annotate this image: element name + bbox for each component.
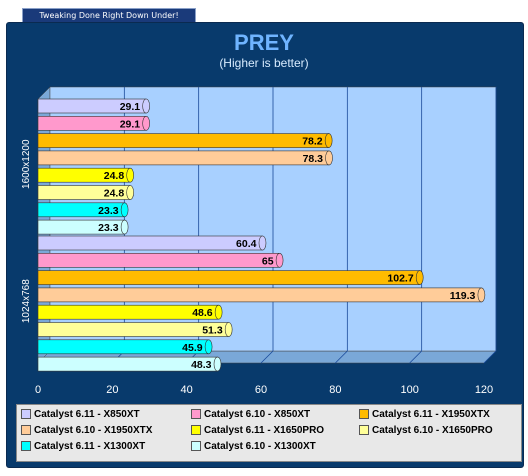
bar-value-label: 29.1 bbox=[120, 118, 141, 130]
gridline-floor bbox=[483, 350, 497, 364]
bar-value-label: 24.8 bbox=[104, 170, 125, 182]
bar-cap bbox=[120, 202, 129, 218]
legend-swatch bbox=[21, 425, 31, 436]
legend-label: Catalyst 6.11 - X850XT bbox=[34, 409, 140, 420]
bar-cap bbox=[120, 219, 129, 235]
bar-value-label: 78.2 bbox=[302, 136, 323, 148]
legend-label: Catalyst 6.10 - X1650PRO bbox=[372, 425, 493, 436]
legend-label: Catalyst 6.11 - X1950XTX bbox=[372, 409, 490, 420]
bar-value-label: 60.4 bbox=[236, 238, 257, 250]
bar-cap bbox=[126, 167, 134, 183]
bar-cap bbox=[142, 116, 150, 131]
bar-cap bbox=[224, 322, 233, 337]
gridline-floor bbox=[335, 350, 348, 364]
bar-value-label: 24.8 bbox=[104, 188, 125, 200]
bar-value-label: 23.3 bbox=[98, 222, 119, 234]
legend: Catalyst 6.11 - X850XT Catalyst 6.10 - X8… bbox=[16, 404, 522, 462]
bar-cap bbox=[126, 185, 134, 200]
bar bbox=[37, 133, 329, 148]
legend-label: Catalyst 6.10 - X1300XT bbox=[204, 441, 316, 452]
bar-cap bbox=[415, 270, 424, 285]
bar-cap bbox=[477, 287, 486, 303]
bar-value-label: 51.3 bbox=[202, 325, 223, 337]
bar-value-label: 23.3 bbox=[98, 205, 119, 217]
legend-item: Catalyst 6.11 - X850XT bbox=[21, 408, 140, 421]
legend-swatch bbox=[191, 409, 201, 420]
x-tick-label: 20 bbox=[106, 384, 118, 396]
bar-cap bbox=[204, 339, 213, 355]
legend-label: Catalyst 6.11 - X1650PRO bbox=[204, 425, 325, 436]
bar bbox=[37, 287, 482, 303]
bar-cap bbox=[324, 133, 333, 148]
legend-swatch bbox=[21, 441, 31, 452]
x-tick-label: 120 bbox=[475, 384, 493, 396]
legend-label: Catalyst 6.10 - X850XT bbox=[204, 409, 311, 420]
legend-label: Catalyst 6.10 - X1950XTX bbox=[34, 425, 153, 436]
category-label: 1600x1200 bbox=[21, 139, 32, 189]
legend-item: Catalyst 6.11 - X1300XT bbox=[21, 440, 145, 453]
category-label: 1024x768 bbox=[21, 279, 32, 323]
gridline-floor bbox=[409, 350, 422, 364]
x-tick-label: 60 bbox=[255, 384, 267, 396]
legend-item: Catalyst 6.10 - X850XT bbox=[191, 408, 310, 421]
bar-cap bbox=[325, 150, 333, 166]
legend-swatch bbox=[191, 425, 201, 436]
bar-value-label: 45.9 bbox=[182, 342, 203, 354]
bar bbox=[37, 253, 280, 268]
chart-title: PREY bbox=[234, 30, 294, 55]
legend-item: Catalyst 6.11 - X1650PRO bbox=[191, 424, 324, 437]
bar bbox=[37, 270, 421, 285]
legend-item: Catalyst 6.10 - X1300XT bbox=[191, 440, 316, 453]
bar-cap bbox=[213, 356, 222, 372]
chart-subtitle: (Higher is better) bbox=[219, 56, 309, 70]
x-tick-label: 100 bbox=[400, 384, 418, 396]
bar-value-label: 48.6 bbox=[192, 307, 213, 319]
bar-cap bbox=[275, 252, 284, 268]
bar-value-label: 78.3 bbox=[303, 153, 324, 165]
bar bbox=[37, 322, 229, 337]
legend-item: Catalyst 6.11 - X1950XTX bbox=[359, 408, 490, 421]
bar-value-label: 102.7 bbox=[387, 273, 413, 285]
legend-swatch bbox=[359, 425, 369, 436]
legend-item: Catalyst 6.10 - X1650PRO bbox=[359, 424, 493, 437]
legend-swatch bbox=[359, 409, 369, 420]
legend-item: Catalyst 6.10 - X1950XTX bbox=[21, 424, 152, 437]
bar-value-label: 48.3 bbox=[191, 359, 212, 371]
bar-cap bbox=[258, 235, 267, 251]
legend-label: Catalyst 6.11 - X1300XT bbox=[34, 441, 146, 452]
bar bbox=[37, 235, 263, 251]
bar-cap bbox=[214, 304, 223, 320]
legend-swatch bbox=[191, 441, 201, 452]
bar-value-label: 119.3 bbox=[450, 290, 476, 302]
x-tick-label: 0 bbox=[35, 384, 41, 396]
bar-value-label: 65 bbox=[262, 255, 274, 267]
bar-cap bbox=[142, 98, 150, 114]
gridline-floor bbox=[260, 350, 274, 364]
bar bbox=[37, 150, 330, 166]
x-tick-label: 40 bbox=[181, 384, 193, 396]
x-tick-label: 80 bbox=[329, 384, 341, 396]
bar-value-label: 29.1 bbox=[120, 101, 141, 113]
legend-swatch bbox=[21, 409, 31, 420]
